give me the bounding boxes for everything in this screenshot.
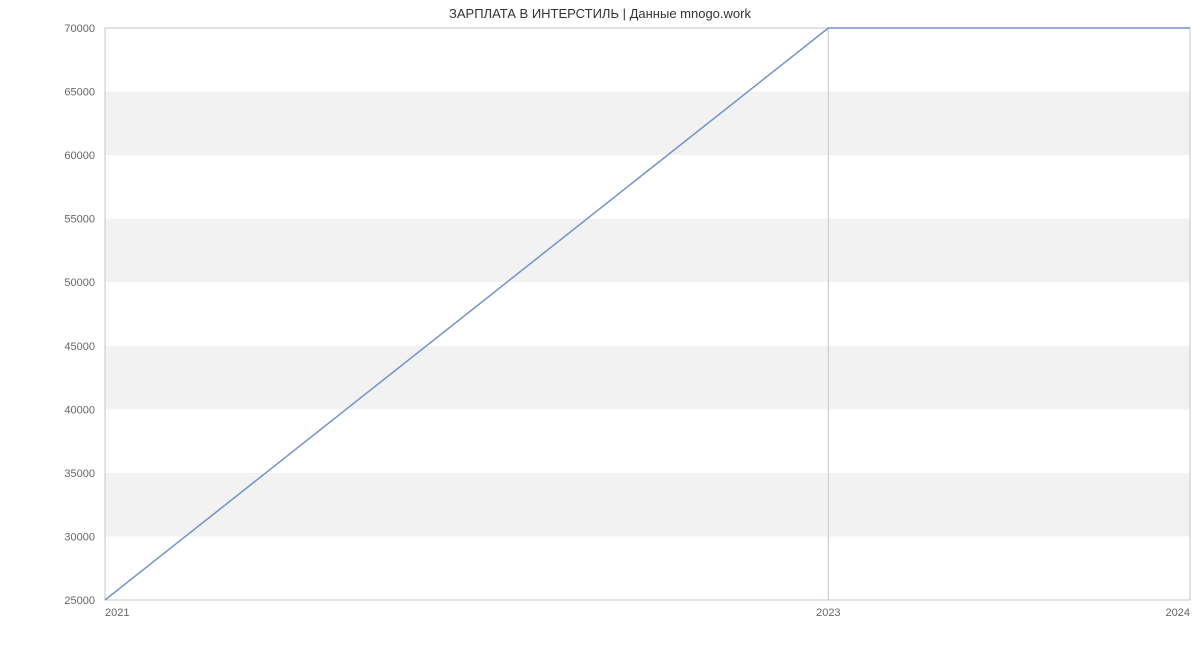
y-tick-label: 45000 [64, 341, 95, 353]
grid-band [105, 92, 1190, 156]
y-tick-label: 35000 [64, 468, 95, 480]
y-tick-label: 70000 [64, 23, 95, 35]
x-tick-label: 2023 [816, 607, 840, 619]
grid-band [105, 473, 1190, 537]
y-tick-label: 25000 [64, 595, 95, 607]
y-tick-label: 40000 [64, 404, 95, 416]
chart-title: ЗАРПЛАТА В ИНТЕРСТИЛЬ | Данные mnogo.wor… [0, 6, 1200, 21]
y-tick-label: 30000 [64, 531, 95, 543]
grid-band [105, 219, 1190, 283]
y-tick-label: 60000 [64, 150, 95, 162]
x-tick-label: 2024 [1166, 607, 1190, 619]
grid-band [105, 346, 1190, 410]
y-tick-label: 55000 [64, 214, 95, 226]
y-tick-label: 50000 [64, 277, 95, 289]
x-tick-label: 2021 [105, 607, 129, 619]
chart-svg: 2021 2023 2024 25000 30000 35000 40000 45000 500… [0, 0, 1200, 650]
salary-line-chart: ЗАРПЛАТА В ИНТЕРСТИЛЬ | Данные mnogo.wor… [0, 0, 1200, 650]
y-tick-label: 65000 [64, 87, 95, 99]
